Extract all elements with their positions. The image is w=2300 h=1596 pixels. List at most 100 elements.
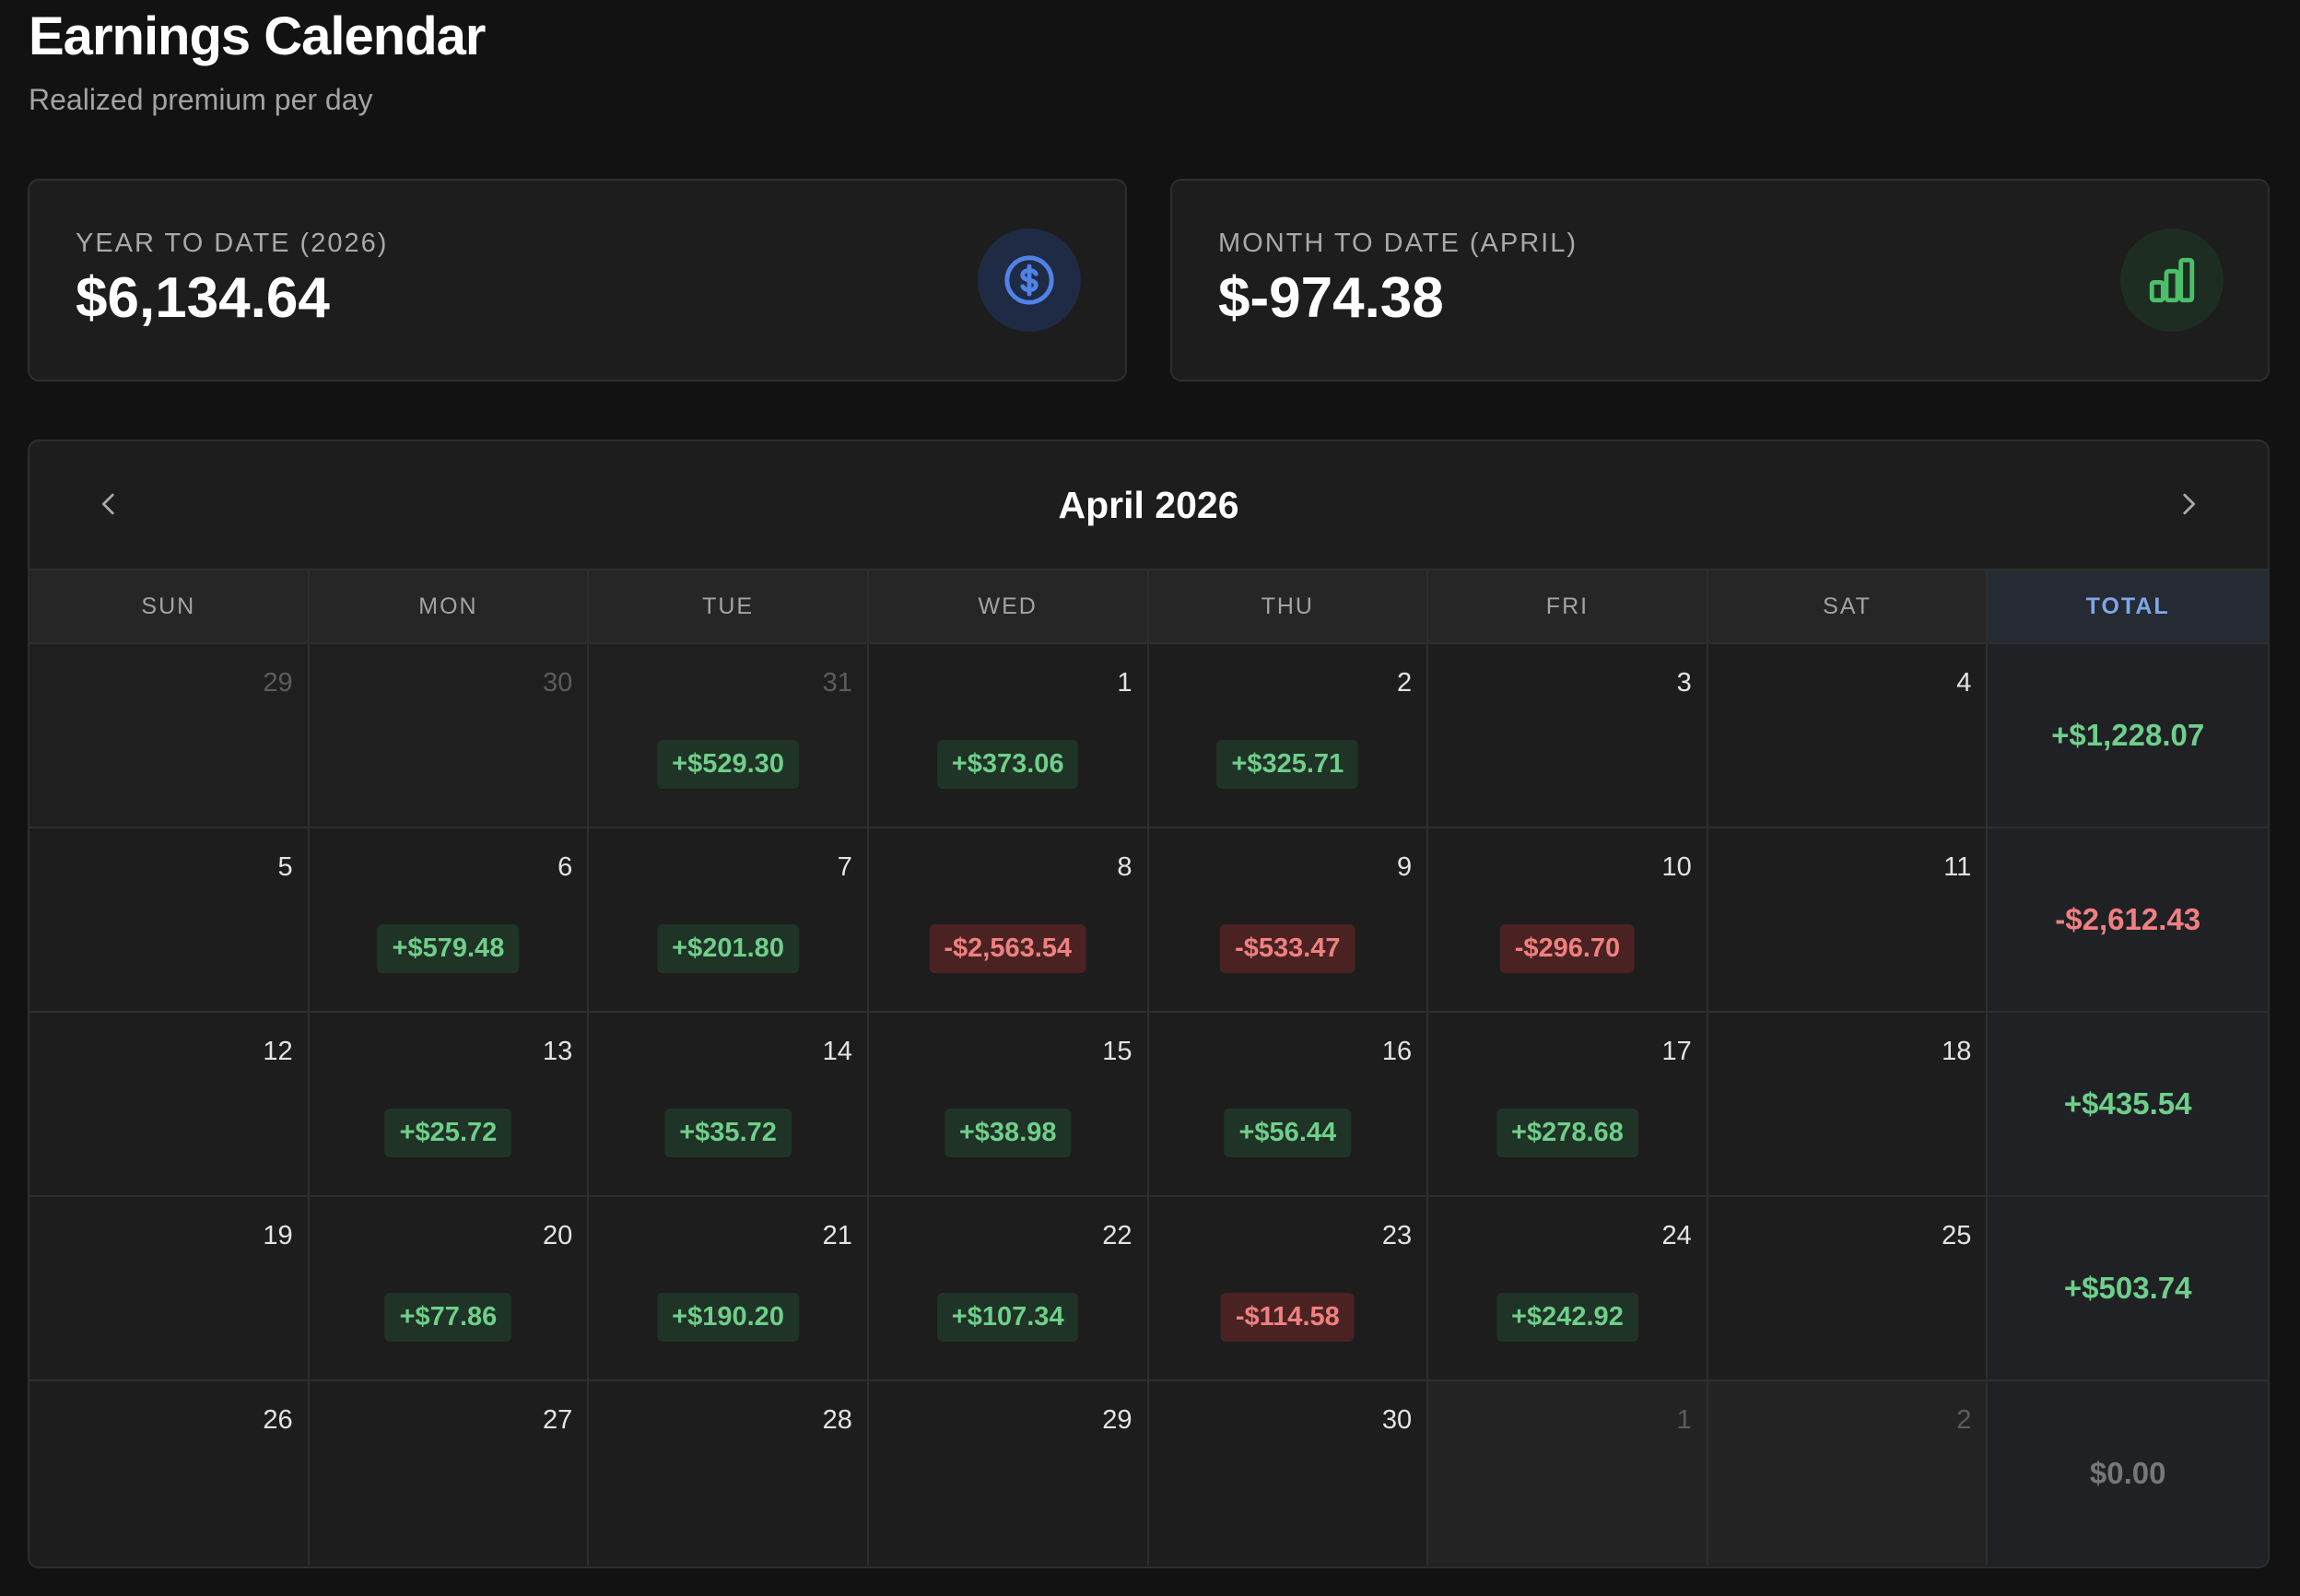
day-number: 15 [1102, 1037, 1132, 1066]
calendar-day-cell[interactable]: 28 [589, 1381, 869, 1566]
mtd-value: $-974.38 [1218, 266, 1444, 330]
day-number: 19 [263, 1221, 293, 1250]
day-number: 22 [1102, 1221, 1132, 1250]
day-number: 1 [1117, 668, 1132, 698]
weekday-header-thu: THU [1148, 569, 1429, 644]
ytd-value: $6,134.64 [76, 266, 330, 330]
day-number: 8 [1117, 852, 1132, 882]
calendar-day-cell[interactable]: 24 +$242.92 [1428, 1197, 1708, 1381]
day-number: 7 [837, 852, 852, 882]
calendar-day-cell[interactable]: 1 +$373.06 [868, 644, 1149, 828]
earnings-calendar: April 2026 SUN MON TUE WED THU FRI SAT TOTAL 29 3… [28, 440, 2270, 1568]
calendar-day-cell[interactable]: 26 [29, 1381, 310, 1566]
calendar-day-cell[interactable]: 9 -$533.47 [1148, 828, 1429, 1013]
calendar-day-cell[interactable]: 12 [29, 1013, 310, 1197]
day-number: 30 [1381, 1405, 1413, 1435]
calendar-day-cell[interactable]: 20 +$77.86 [309, 1197, 590, 1381]
day-number: 27 [542, 1405, 573, 1435]
calendar-day-cell[interactable]: 4 [1707, 644, 1989, 828]
premium-amount-badge: +$35.72 [664, 1109, 792, 1157]
premium-amount-badge: +$107.34 [936, 1293, 1079, 1342]
calendar-day-cell[interactable]: 3 [1428, 644, 1708, 828]
day-number: 18 [1942, 1037, 1972, 1066]
calendar-day-cell[interactable]: 14 +$35.72 [589, 1013, 869, 1197]
premium-amount-badge: -$533.47 [1220, 924, 1355, 973]
calendar-day-cell[interactable]: 6 +$579.48 [309, 828, 590, 1013]
week-total: -$2,612.43 [1988, 828, 2268, 1013]
premium-amount-badge: +$579.48 [377, 924, 520, 973]
chevron-left-icon [101, 493, 114, 515]
calendar-day-cell[interactable]: 27 [309, 1381, 590, 1566]
calendar-day-cell[interactable]: 13 +$25.72 [309, 1013, 590, 1197]
calendar-day-cell[interactable]: 1 [1428, 1381, 1708, 1566]
day-number: 28 [822, 1405, 852, 1435]
prev-month-button[interactable] [83, 478, 135, 530]
calendar-day-cell[interactable]: 25 [1707, 1197, 1989, 1381]
premium-amount-badge: +$242.92 [1496, 1293, 1638, 1342]
calendar-day-cell[interactable]: 2 +$325.71 [1148, 644, 1429, 828]
week-total: +$435.54 [1988, 1013, 2268, 1197]
ytd-label: YEAR TO DATE (2026) [76, 229, 389, 258]
premium-amount-badge: +$201.80 [657, 924, 799, 973]
day-number: 29 [1102, 1405, 1132, 1435]
page-subtitle: Realized premium per day [29, 83, 373, 116]
calendar-day-cell[interactable]: 8 -$2,563.54 [868, 828, 1149, 1013]
day-number: 6 [557, 852, 573, 882]
ytd-stat-card: YEAR TO DATE (2026) $6,134.64 [28, 179, 1127, 381]
premium-amount-badge: +$38.98 [944, 1109, 1072, 1157]
premium-amount-badge: -$114.58 [1220, 1293, 1355, 1342]
calendar-day-cell[interactable]: 17 +$278.68 [1428, 1013, 1708, 1197]
bar-chart-icon [2120, 229, 2224, 332]
calendar-header: April 2026 [29, 441, 2268, 569]
day-number: 13 [542, 1037, 573, 1066]
premium-amount-badge: +$25.72 [384, 1109, 512, 1157]
calendar-day-cell[interactable]: 23 -$114.58 [1148, 1197, 1429, 1381]
day-number: 1 [1676, 1405, 1692, 1435]
day-number: 2 [1396, 668, 1413, 698]
calendar-day-cell[interactable]: 30 [1148, 1381, 1429, 1566]
premium-amount-badge: +$56.44 [1224, 1109, 1352, 1157]
day-number: 23 [1381, 1221, 1413, 1250]
day-number: 12 [263, 1037, 293, 1066]
mtd-label: MONTH TO DATE (APRIL) [1218, 229, 1578, 258]
week-total: +$1,228.07 [1988, 644, 2268, 828]
calendar-day-cell[interactable]: 19 [29, 1197, 310, 1381]
premium-amount-badge: +$278.68 [1496, 1109, 1638, 1157]
day-number: 2 [1956, 1405, 1972, 1435]
day-number: 31 [822, 668, 852, 698]
weekday-header-fri: FRI [1428, 569, 1708, 644]
calendar-grid: SUN MON TUE WED THU FRI SAT TOTAL 29 30 31 +$529.30… [29, 569, 2268, 1566]
calendar-day-cell[interactable]: 10 -$296.70 [1428, 828, 1708, 1013]
calendar-day-cell[interactable]: 15 +$38.98 [868, 1013, 1149, 1197]
calendar-day-cell[interactable]: 5 [29, 828, 310, 1013]
day-number: 11 [1943, 852, 1972, 882]
weekday-header-mon: MON [309, 569, 590, 644]
calendar-day-cell[interactable]: 11 [1707, 828, 1989, 1013]
calendar-day-cell[interactable]: 2 [1707, 1381, 1989, 1566]
day-number: 29 [263, 668, 293, 698]
day-number: 25 [1942, 1221, 1972, 1250]
next-month-button[interactable] [2163, 478, 2214, 530]
weekday-header-sun: SUN [29, 569, 310, 644]
calendar-day-cell[interactable]: 7 +$201.80 [589, 828, 869, 1013]
weekday-header-wed: WED [868, 569, 1149, 644]
calendar-day-cell[interactable]: 16 +$56.44 [1148, 1013, 1429, 1197]
day-number: 14 [822, 1037, 852, 1066]
chevron-right-icon [2183, 493, 2196, 515]
week-total: $0.00 [1988, 1381, 2268, 1566]
premium-amount-badge: +$77.86 [384, 1293, 512, 1342]
calendar-day-cell[interactable]: 21 +$190.20 [589, 1197, 869, 1381]
calendar-day-cell[interactable]: 31 +$529.30 [589, 644, 869, 828]
premium-amount-badge: +$529.30 [657, 740, 799, 789]
page-title: Earnings Calendar [29, 6, 486, 66]
calendar-day-cell[interactable]: 29 [868, 1381, 1149, 1566]
calendar-day-cell[interactable]: 30 [309, 644, 590, 828]
calendar-day-cell[interactable]: 29 [29, 644, 310, 828]
premium-amount-badge: +$325.71 [1216, 740, 1359, 789]
calendar-day-cell[interactable]: 18 [1707, 1013, 1989, 1197]
premium-amount-badge: -$296.70 [1499, 924, 1636, 973]
dollar-circle-icon [978, 229, 1081, 332]
calendar-day-cell[interactable]: 22 +$107.34 [868, 1197, 1149, 1381]
day-number: 21 [822, 1221, 852, 1250]
